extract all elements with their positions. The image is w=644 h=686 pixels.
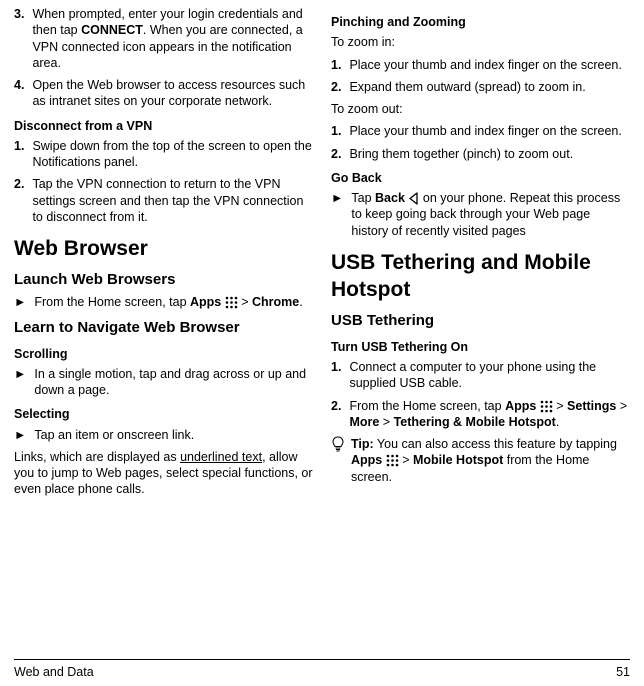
selecting-h3: Selecting <box>14 406 313 422</box>
launch-step: ► From the Home screen, tap Apps > Chrom… <box>14 294 313 310</box>
vpn-disconnect-list: 1.Swipe down from the top of the screen … <box>14 138 313 225</box>
vpn-connect-list: 3.When prompted, enter your login creden… <box>14 6 313 110</box>
web-browser-h1: Web Browser <box>14 235 313 262</box>
left-column: 3.When prompted, enter your login creden… <box>14 6 313 504</box>
zoom-out-list: 1.Place your thumb and index finger on t… <box>331 123 630 162</box>
right-column: Pinching and Zooming To zoom in: 1.Place… <box>331 6 630 504</box>
footer-page-number: 51 <box>616 664 630 680</box>
launch-browsers-h2: Launch Web Browsers <box>14 270 313 290</box>
apps-icon <box>225 296 238 309</box>
back-icon <box>408 192 419 205</box>
disconnect-heading: Disconnect from a VPN <box>14 118 313 134</box>
scrolling-step: ► In a single motion, tap and drag acros… <box>14 366 313 399</box>
tip-icon <box>331 436 345 485</box>
usb-list: 1.Connect a computer to your phone using… <box>331 359 630 430</box>
turn-on-h3: Turn USB Tethering On <box>331 339 630 355</box>
zoom-out-label: To zoom out: <box>331 101 630 117</box>
go-back-h3: Go Back <box>331 170 630 186</box>
usb-hotspot-h1: USB Tethering and Mobile Hotspot <box>331 249 630 304</box>
tip-row: Tip: You can also access this feature by… <box>331 436 630 485</box>
pinch-zoom-h3: Pinching and Zooming <box>331 14 630 30</box>
footer-section: Web and Data <box>14 664 94 680</box>
scrolling-h3: Scrolling <box>14 346 313 362</box>
go-back-step: ► Tap Back on your phone. Repeat this pr… <box>331 190 630 239</box>
page-footer: Web and Data 51 <box>14 659 630 680</box>
selecting-step: ► Tap an item or onscreen link. <box>14 427 313 443</box>
links-paragraph: Links, which are displayed as underlined… <box>14 449 313 498</box>
zoom-in-label: To zoom in: <box>331 34 630 50</box>
learn-navigate-h2: Learn to Navigate Web Browser <box>14 318 313 338</box>
apps-icon <box>540 400 553 413</box>
apps-icon <box>386 454 399 467</box>
usb-tethering-h2: USB Tethering <box>331 311 630 331</box>
zoom-in-list: 1.Place your thumb and index finger on t… <box>331 57 630 96</box>
